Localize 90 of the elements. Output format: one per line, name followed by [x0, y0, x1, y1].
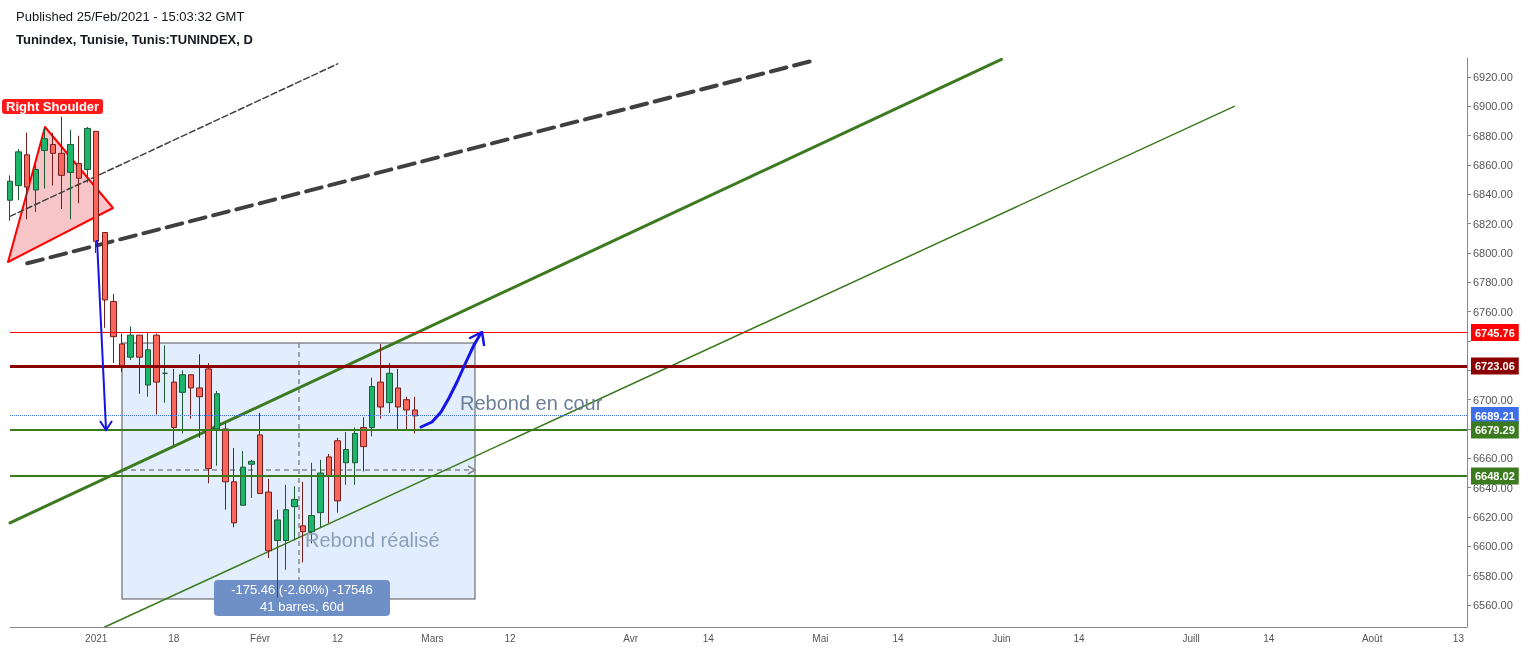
x-tick-label: 14: [892, 632, 904, 644]
x-tick-label: 14: [1073, 632, 1086, 644]
y-tick-label: 6900.00: [1473, 100, 1513, 113]
candlestick: [257, 412, 263, 495]
ref-line-label: 6745.76: [1475, 326, 1515, 339]
candlestick: [222, 422, 229, 511]
candlestick: [377, 343, 384, 420]
y-tick-label: 6640.00: [1473, 481, 1513, 494]
candlestick: [24, 132, 30, 220]
candlestick: [205, 362, 212, 484]
y-tick-label: 6780.00: [1473, 276, 1513, 289]
candlestick: [300, 481, 306, 563]
candlestick: [403, 396, 410, 430]
candlestick: [15, 148, 22, 201]
candlestick: [265, 478, 272, 559]
y-tick-label: 6660.00: [1473, 452, 1513, 465]
annotation: 41 barres, 60d: [259, 598, 345, 616]
candlestick: [67, 129, 74, 220]
candlestick: [291, 485, 298, 541]
y-tick-label: 6560.00: [1473, 599, 1513, 611]
candlestick: [162, 344, 168, 404]
y-tick-label: 6760.00: [1473, 305, 1513, 318]
candlestick: [386, 362, 393, 414]
candlestick: [171, 368, 177, 446]
candlestick: [214, 390, 220, 467]
x-tick-label: Avr: [623, 632, 639, 644]
text: Published 25/Feb/2021 - 15:03:32 GMT: [16, 9, 245, 24]
x-tick-label: Juill: [1182, 632, 1200, 644]
x-tick-label: 14: [1263, 632, 1275, 644]
candlestick: [248, 459, 255, 499]
y-tick-label: 6600.00: [1473, 540, 1513, 553]
candlestick: [102, 232, 108, 329]
candlestick: [188, 374, 194, 420]
candlestick: [110, 293, 117, 364]
candlestick: [7, 174, 13, 222]
y-tick-label: 6860.00: [1473, 159, 1513, 172]
candlestick: [127, 325, 134, 361]
candlestick: [119, 333, 125, 373]
x-tick-label: 14: [702, 632, 715, 644]
x-tick-label: 18: [168, 632, 180, 644]
candlestick: [240, 450, 246, 506]
y-tick-label: 6580.00: [1473, 569, 1513, 582]
candlestick: [283, 484, 289, 571]
candlestick: [196, 353, 203, 439]
annotation: Right Shoulder: [2, 99, 104, 114]
y-tick-label: 6920.00: [1473, 71, 1513, 84]
annotation: Rebond réalisé: [305, 529, 440, 552]
x-tick-label: Août: [1361, 632, 1383, 644]
candlestick: [412, 396, 418, 434]
candlestick: [58, 116, 65, 210]
y-tick-label: 6800.00: [1473, 247, 1513, 260]
candlestick: [343, 431, 349, 486]
x-tick-label: Mars: [421, 632, 444, 644]
x-tick-label: 12: [332, 632, 344, 644]
ref-line-label: 6679.29: [1475, 424, 1515, 437]
x-tick-label: Févr: [250, 632, 271, 644]
candlestick: [395, 368, 401, 431]
ref-line-label: 6723.06: [1475, 359, 1515, 372]
candlestick: [317, 459, 324, 528]
annotation: -175.46 (-2.60%) -17546: [230, 581, 374, 598]
candlestick: [33, 160, 39, 213]
candlestick: [50, 132, 56, 187]
candlestick: [369, 377, 375, 437]
y-tick-label: 6880.00: [1473, 129, 1513, 142]
candlestick: [326, 453, 332, 524]
candlestick: [360, 416, 367, 473]
candlestick: [334, 437, 341, 514]
x-tick-label: Juin: [992, 632, 1011, 644]
y-tick-label: 6700.00: [1473, 393, 1513, 406]
candlestick: [136, 334, 143, 395]
candlestick: [231, 447, 237, 528]
x-tick-label: 2021: [85, 632, 108, 644]
ref-line-label: 6689.21: [1475, 409, 1515, 422]
candlestick: [153, 333, 160, 415]
candlestick: [84, 126, 91, 184]
candlestick: [274, 509, 281, 599]
candlestick: [179, 369, 186, 434]
candlestick: [41, 127, 48, 190]
x-tick-label: Mai: [812, 632, 829, 644]
y-tick-label: 6840.00: [1473, 188, 1513, 201]
candlestick: [352, 427, 358, 486]
x-tick-label: 13: [1452, 632, 1465, 644]
y-tick-label: 6620.00: [1473, 511, 1513, 524]
y-tick-label: 6820.00: [1473, 217, 1513, 230]
ref-line-label: 6648.02: [1475, 469, 1515, 482]
candlestick: [76, 135, 82, 204]
chart-title: Tunindex, Tunisie, Tunis:TUNINDEX, D: [16, 32, 253, 47]
x-tick-label: 12: [504, 632, 517, 644]
candlestick: [145, 331, 151, 398]
candlestick: [93, 130, 99, 254]
